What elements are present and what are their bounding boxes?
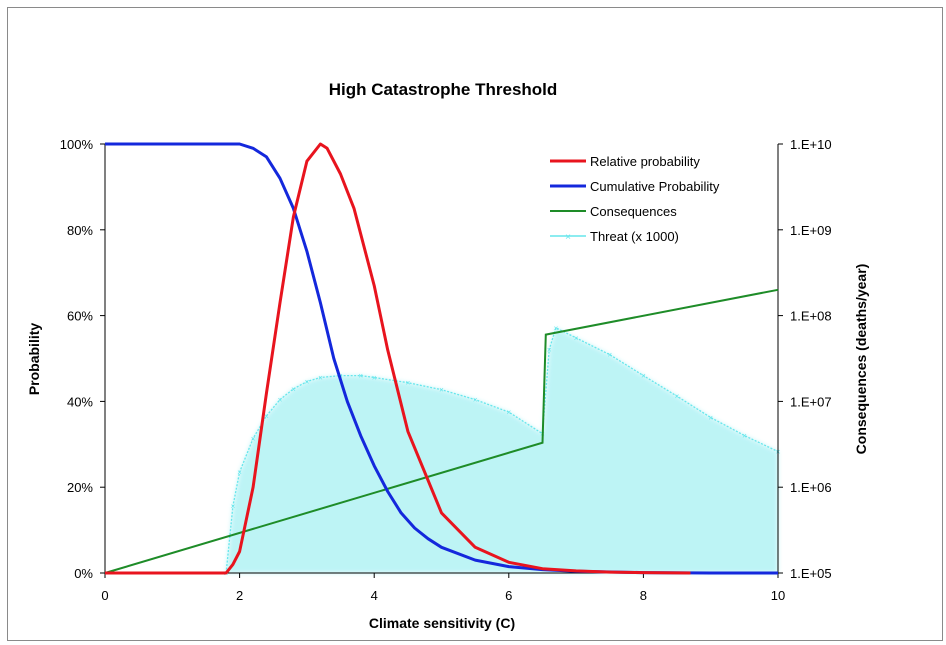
x-tick-label: 6 <box>505 588 512 603</box>
series-line-consequences <box>104 288 779 574</box>
threat-point: × <box>708 414 713 423</box>
threat-point: × <box>372 374 377 383</box>
y-left-tick-label: 0% <box>74 566 93 581</box>
x-tick-label: 4 <box>371 588 378 603</box>
y-right-tick-label: 1.E+10 <box>790 137 832 152</box>
threat-point: × <box>251 434 256 443</box>
chart-title: High Catastrophe Threshold <box>329 80 558 99</box>
legend-label-cumulative-probability: Cumulative Probability <box>590 179 720 194</box>
threat-point: × <box>291 385 296 394</box>
threat-point: × <box>237 468 242 477</box>
threat-point: × <box>358 372 363 381</box>
y-left-tick-label: 100% <box>60 137 94 152</box>
y-right-tick-label: 1.E+08 <box>790 309 832 324</box>
threat-point: × <box>641 372 646 381</box>
series-line-relative-probability <box>105 142 691 575</box>
x-tick-label: 2 <box>236 588 243 603</box>
threat-point: × <box>278 396 283 405</box>
legend-label-relative-probability: Relative probability <box>590 154 700 169</box>
legend-label-consequences: Consequences <box>590 204 677 219</box>
threat-area-layer: ×××××××××××××××××××××××××× <box>224 324 781 578</box>
y-right-tick-label: 1.E+09 <box>790 223 832 238</box>
threat-point: × <box>264 412 269 421</box>
threat-point: × <box>439 386 444 395</box>
y-right-tick-label: 1.E+05 <box>790 566 832 581</box>
y-left-tick-label: 80% <box>67 223 93 238</box>
threat-point: × <box>506 408 511 417</box>
threat-point: × <box>305 378 310 387</box>
x-tick-label: 10 <box>771 588 785 603</box>
y-axis-right-title: Consequences (deaths/year) <box>853 264 869 455</box>
threat-point: × <box>473 396 478 405</box>
x-axis-title: Climate sensitivity (C) <box>369 615 515 631</box>
x-tick-label: 8 <box>640 588 647 603</box>
legend-swatch-threat-marker: × <box>565 232 571 243</box>
threat-point: × <box>574 334 579 343</box>
axes-layer: 0 2 4 6 8 100%20%40%60%80%100%1.E+051.E+061.E… <box>60 137 832 603</box>
series-layer <box>104 142 779 575</box>
threat-point: × <box>231 502 236 511</box>
y-right-tick-label: 1.E+07 <box>790 394 832 409</box>
threat-point: × <box>406 379 411 388</box>
threat-point: × <box>554 324 559 333</box>
x-tick-label: 0 <box>101 588 108 603</box>
y-axis-left-title: Probability <box>26 323 42 396</box>
legend-label-threat: Threat (x 1000) <box>590 229 679 244</box>
y-left-tick-label: 20% <box>67 480 93 495</box>
threat-point: × <box>318 374 323 383</box>
threat-area-fill <box>226 327 779 573</box>
series-line-threat <box>225 326 779 574</box>
threat-point: × <box>675 392 680 401</box>
y-left-tick-label: 60% <box>67 309 93 324</box>
threat-point: × <box>607 351 612 360</box>
y-right-tick-label: 1.E+06 <box>790 480 832 495</box>
y-left-tick-label: 40% <box>67 394 93 409</box>
chart-legend: Relative probability Cumulative Probabil… <box>550 154 720 244</box>
threat-point: × <box>742 432 747 441</box>
threat-point: × <box>547 346 552 355</box>
